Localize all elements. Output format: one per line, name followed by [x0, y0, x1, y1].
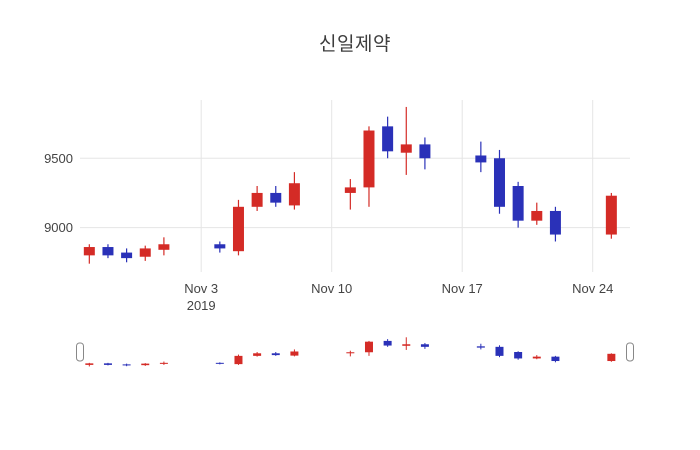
- candle[interactable]: [251, 186, 263, 211]
- candle[interactable]: [214, 241, 226, 253]
- candle[interactable]: [232, 199, 244, 256]
- candle-body: [158, 244, 170, 250]
- x-tick-label: Nov 10: [311, 281, 352, 296]
- candle-body: [531, 210, 543, 221]
- mini-candle-body: [383, 340, 392, 346]
- mini-candle-body: [290, 351, 299, 356]
- y-tick-label: 9500: [44, 151, 73, 166]
- candle-body: [512, 186, 524, 221]
- mini-candle-body: [346, 352, 355, 354]
- candle[interactable]: [102, 244, 114, 259]
- candlestick-series: [83, 106, 617, 264]
- candle[interactable]: [419, 137, 431, 170]
- candle[interactable]: [363, 126, 375, 207]
- x-tick-label: 2019: [187, 298, 216, 313]
- candle[interactable]: [158, 237, 170, 256]
- candle-body: [605, 195, 617, 235]
- mini-candle-body: [215, 362, 224, 364]
- candle-body: [363, 130, 375, 188]
- mini-candle-body: [234, 355, 243, 365]
- mini-candle-body: [495, 346, 504, 356]
- mini-candle-body: [159, 362, 168, 364]
- mini-candle-body: [271, 353, 280, 356]
- candle-body: [214, 244, 226, 249]
- candle-body: [382, 126, 394, 152]
- candle-body: [344, 187, 356, 193]
- x-tick-label: Nov 3: [184, 281, 218, 296]
- chart-title: 신일제약: [319, 34, 391, 55]
- mini-candle-body: [551, 356, 560, 362]
- candle[interactable]: [382, 116, 394, 159]
- candle-body: [400, 144, 412, 153]
- candle[interactable]: [493, 149, 505, 214]
- candle[interactable]: [512, 181, 524, 228]
- candle[interactable]: [83, 244, 95, 264]
- candle-body: [83, 247, 95, 256]
- candle[interactable]: [549, 206, 561, 242]
- candle[interactable]: [344, 179, 356, 210]
- mini-candle-body: [122, 364, 131, 366]
- mini-candle-body: [402, 344, 411, 346]
- rangeslider-right-handle[interactable]: [626, 342, 634, 362]
- mini-candle-body: [103, 363, 112, 365]
- x-tick-label: Nov 17: [442, 281, 483, 296]
- mini-candle-body: [364, 341, 373, 353]
- mini-candle-body: [141, 363, 150, 366]
- candle[interactable]: [270, 186, 282, 207]
- candle-body: [102, 247, 114, 256]
- rangeslider[interactable]: [76, 332, 634, 372]
- candle[interactable]: [139, 245, 151, 261]
- candle-body: [251, 192, 263, 207]
- candle[interactable]: [605, 192, 617, 239]
- mini-candle-body: [532, 356, 541, 359]
- mini-candle-body: [514, 352, 523, 359]
- candle-body: [419, 144, 431, 159]
- rangeslider-track[interactable]: [80, 332, 630, 372]
- candle[interactable]: [121, 248, 133, 263]
- rangeslider-left-handle[interactable]: [76, 342, 84, 362]
- mini-candle-body: [607, 353, 616, 362]
- candle[interactable]: [475, 141, 487, 173]
- candle-body: [493, 158, 505, 207]
- candle-body: [139, 248, 151, 257]
- candle-body: [232, 206, 244, 252]
- mini-candle-body: [85, 363, 94, 365]
- x-tick-label: Nov 24: [572, 281, 613, 296]
- mini-candle-body: [420, 344, 429, 347]
- candle-body: [121, 252, 133, 259]
- candle-body: [549, 210, 561, 235]
- mini-candle-body: [253, 353, 262, 356]
- candle[interactable]: [288, 172, 300, 210]
- mini-candle-body: [476, 346, 485, 348]
- candle[interactable]: [531, 202, 543, 225]
- candle-body: [288, 183, 300, 206]
- y-tick-label: 9000: [44, 220, 73, 235]
- candle-body: [475, 155, 487, 163]
- candle[interactable]: [400, 106, 412, 175]
- candle-body: [270, 192, 282, 203]
